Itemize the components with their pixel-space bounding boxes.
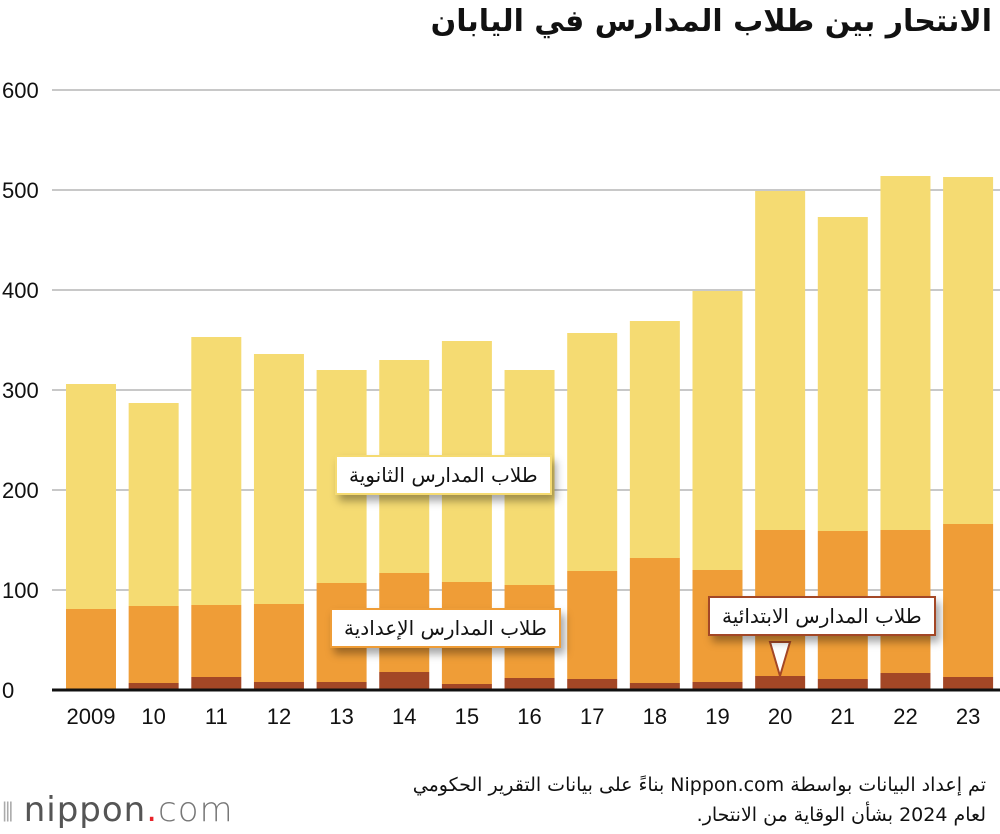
bar-segment-high-school bbox=[567, 333, 618, 571]
x-tick-label: 21 bbox=[831, 704, 855, 729]
bar-segment-junior-high bbox=[191, 605, 242, 677]
source-line-1: تم إعداد البيانات بواسطة Nippon.com بناء… bbox=[412, 774, 986, 796]
bar-segment-elementary bbox=[692, 682, 743, 690]
x-tick-label: 12 bbox=[267, 704, 291, 729]
bar-segment-elementary bbox=[253, 682, 304, 690]
bar-segment-high-school bbox=[128, 403, 179, 606]
bar-segment-high-school bbox=[880, 176, 931, 530]
legend-label-high-school: طلاب المدارس الثانوية bbox=[335, 455, 552, 495]
bar-segment-high-school bbox=[253, 354, 304, 604]
x-tick-label: 19 bbox=[705, 704, 729, 729]
x-tick-label: 16 bbox=[517, 704, 541, 729]
y-tick-label: 300 bbox=[2, 378, 39, 403]
bar-segment-elementary bbox=[567, 679, 618, 690]
bar-segment-junior-high bbox=[253, 604, 304, 682]
bar-segment-junior-high bbox=[943, 524, 994, 677]
bar-segment-elementary bbox=[629, 683, 680, 690]
y-tick-label: 200 bbox=[2, 478, 39, 503]
nippon-logo: ⦀ nippon.com bbox=[2, 790, 234, 830]
bar-segment-high-school bbox=[692, 291, 743, 570]
x-tick-label: 20 bbox=[768, 704, 792, 729]
x-tick-label: 14 bbox=[392, 704, 416, 729]
bar-segment-high-school bbox=[66, 384, 116, 609]
source-note: تم إعداد البيانات بواسطة Nippon.com بناء… bbox=[226, 770, 986, 830]
bar-segment-high-school bbox=[755, 191, 806, 530]
y-tick-label: 400 bbox=[2, 278, 39, 303]
bar-segment-junior-high bbox=[567, 571, 618, 679]
bar-segment-elementary bbox=[316, 682, 367, 690]
bar-segment-elementary bbox=[880, 673, 931, 690]
bar-segment-elementary bbox=[504, 678, 555, 690]
x-tick-label: 22 bbox=[893, 704, 917, 729]
y-tick-label: 0 bbox=[2, 678, 14, 703]
bar-segment-junior-high bbox=[629, 558, 680, 683]
bar-segment-junior-high bbox=[66, 609, 116, 690]
bar-segment-elementary bbox=[817, 679, 868, 690]
legend-label-elementary: طلاب المدارس الابتدائية bbox=[708, 596, 936, 636]
x-tick-label: 23 bbox=[956, 704, 980, 729]
x-tick-label: 15 bbox=[455, 704, 479, 729]
y-tick-label: 100 bbox=[2, 578, 39, 603]
x-tick-label: 18 bbox=[643, 704, 667, 729]
bar-segment-elementary bbox=[128, 683, 179, 690]
x-tick-label: 10 bbox=[141, 704, 165, 729]
callout-pointer bbox=[768, 641, 792, 680]
x-tick-label: 11 bbox=[205, 704, 228, 729]
source-line-2: لعام 2024 بشأن الوقاية من الانتحار. bbox=[696, 804, 986, 826]
bar-segment-high-school bbox=[817, 217, 868, 531]
bar-segment-high-school bbox=[943, 177, 994, 524]
y-tick-label: 500 bbox=[2, 178, 39, 203]
bar-segment-high-school bbox=[191, 337, 242, 605]
y-tick-label: 600 bbox=[2, 78, 39, 103]
bar-segment-elementary bbox=[191, 677, 242, 690]
bar-segment-junior-high bbox=[128, 606, 179, 683]
legend-label-junior-high: طلاب المدارس الإعدادية bbox=[330, 608, 561, 648]
bar-segment-high-school bbox=[629, 321, 680, 558]
bar-segment-elementary bbox=[943, 677, 994, 690]
x-tick-label: 17 bbox=[580, 704, 604, 729]
x-tick-label: 2009 bbox=[67, 704, 116, 729]
chart-title: الانتحار بين طلاب المدارس في اليابان bbox=[430, 4, 992, 39]
bar-segment-elementary bbox=[441, 684, 492, 690]
x-tick-label: 13 bbox=[329, 704, 353, 729]
bar-segment-elementary bbox=[755, 676, 806, 690]
bar-segment-elementary bbox=[379, 672, 430, 690]
